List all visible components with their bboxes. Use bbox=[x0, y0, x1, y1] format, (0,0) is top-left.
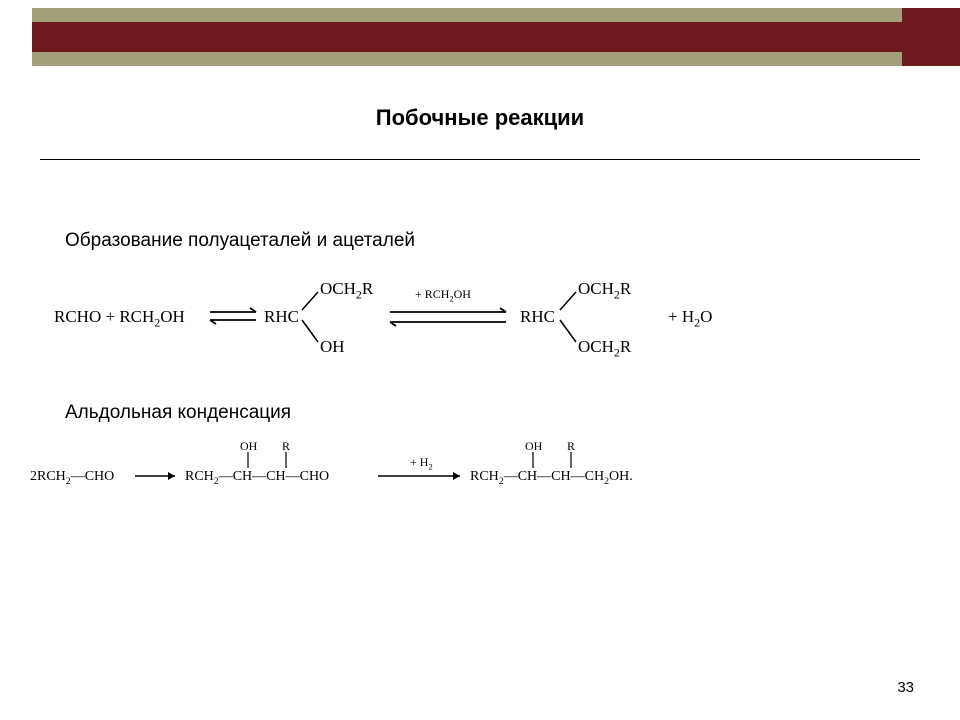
r1-right-bot: OCH2R bbox=[578, 338, 631, 355]
r1-left: RCHO + RCH2OH bbox=[54, 308, 185, 325]
r2-right-r: R bbox=[567, 440, 575, 452]
section2-label: Альдольная конденсация bbox=[65, 402, 960, 424]
r1-product: + H2O bbox=[668, 308, 712, 325]
r2-mid-main: RCH2—CH—CH—CHO bbox=[185, 470, 329, 484]
r2-cond: + H2 bbox=[410, 456, 433, 468]
r2-right-oh: OH bbox=[525, 440, 542, 452]
reaction2-diagram: 2RCH2—CHO RCH2—CH—CH—CHO OH R + H2 RCH2—… bbox=[20, 430, 960, 500]
reaction1-diagram: RCHO + RCH2OH RHC OCH2R OH + RCH2OH RHC … bbox=[20, 258, 960, 368]
r1-mid-core: RHC bbox=[264, 308, 299, 325]
page-number: 33 bbox=[897, 679, 914, 696]
r1-cond: + RCH2OH bbox=[415, 288, 471, 300]
r1-right-top: OCH2R bbox=[578, 280, 631, 297]
r2-arrows-bonds bbox=[20, 430, 960, 500]
r2-left: 2RCH2—CHO bbox=[30, 470, 114, 484]
r1-mid-top: OCH2R bbox=[320, 280, 373, 297]
slide-content: Побочные реакции Образование полуацетале… bbox=[0, 105, 960, 500]
section1-label: Образование полуацеталей и ацеталей bbox=[65, 230, 960, 252]
header-corner-block bbox=[902, 8, 960, 66]
r2-right-main: RCH2—CH—CH—CH2OH. bbox=[470, 470, 633, 484]
header-maroon-bar bbox=[32, 22, 902, 52]
slide-header bbox=[32, 8, 960, 66]
slide-title: Побочные реакции bbox=[200, 105, 760, 131]
r2-mid-oh: OH bbox=[240, 440, 257, 452]
header-olive-bottom bbox=[32, 52, 902, 66]
r2-mid-r: R bbox=[282, 440, 290, 452]
r1-right-core: RHC bbox=[520, 308, 555, 325]
title-divider bbox=[40, 159, 920, 160]
r1-mid-bot: OH bbox=[320, 338, 345, 355]
header-olive-top bbox=[32, 8, 902, 22]
